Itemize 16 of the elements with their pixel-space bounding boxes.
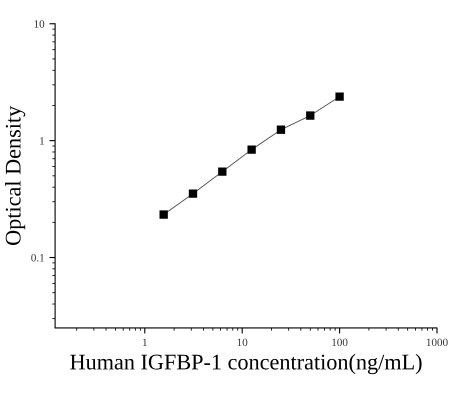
point xyxy=(276,126,286,134)
x-tick-label: 1 xyxy=(142,338,147,346)
y-axis-title: Optical Density xyxy=(5,106,26,245)
x-axis-title: Human IGFBP-1 concentration(ng/mL) xyxy=(70,354,422,374)
point xyxy=(335,92,344,101)
x-tick-label: 10 xyxy=(238,338,248,346)
y-tick-label: 10 xyxy=(34,20,44,28)
point xyxy=(218,167,226,176)
x-tick-label: 100 xyxy=(332,338,348,346)
point xyxy=(160,210,168,219)
point xyxy=(306,111,314,120)
y-tick-label: 1 xyxy=(40,137,44,144)
point xyxy=(247,145,256,154)
point xyxy=(188,189,198,198)
x-tick-label: 1000 xyxy=(426,338,448,346)
y-tick-label: 0.1 xyxy=(31,254,44,262)
